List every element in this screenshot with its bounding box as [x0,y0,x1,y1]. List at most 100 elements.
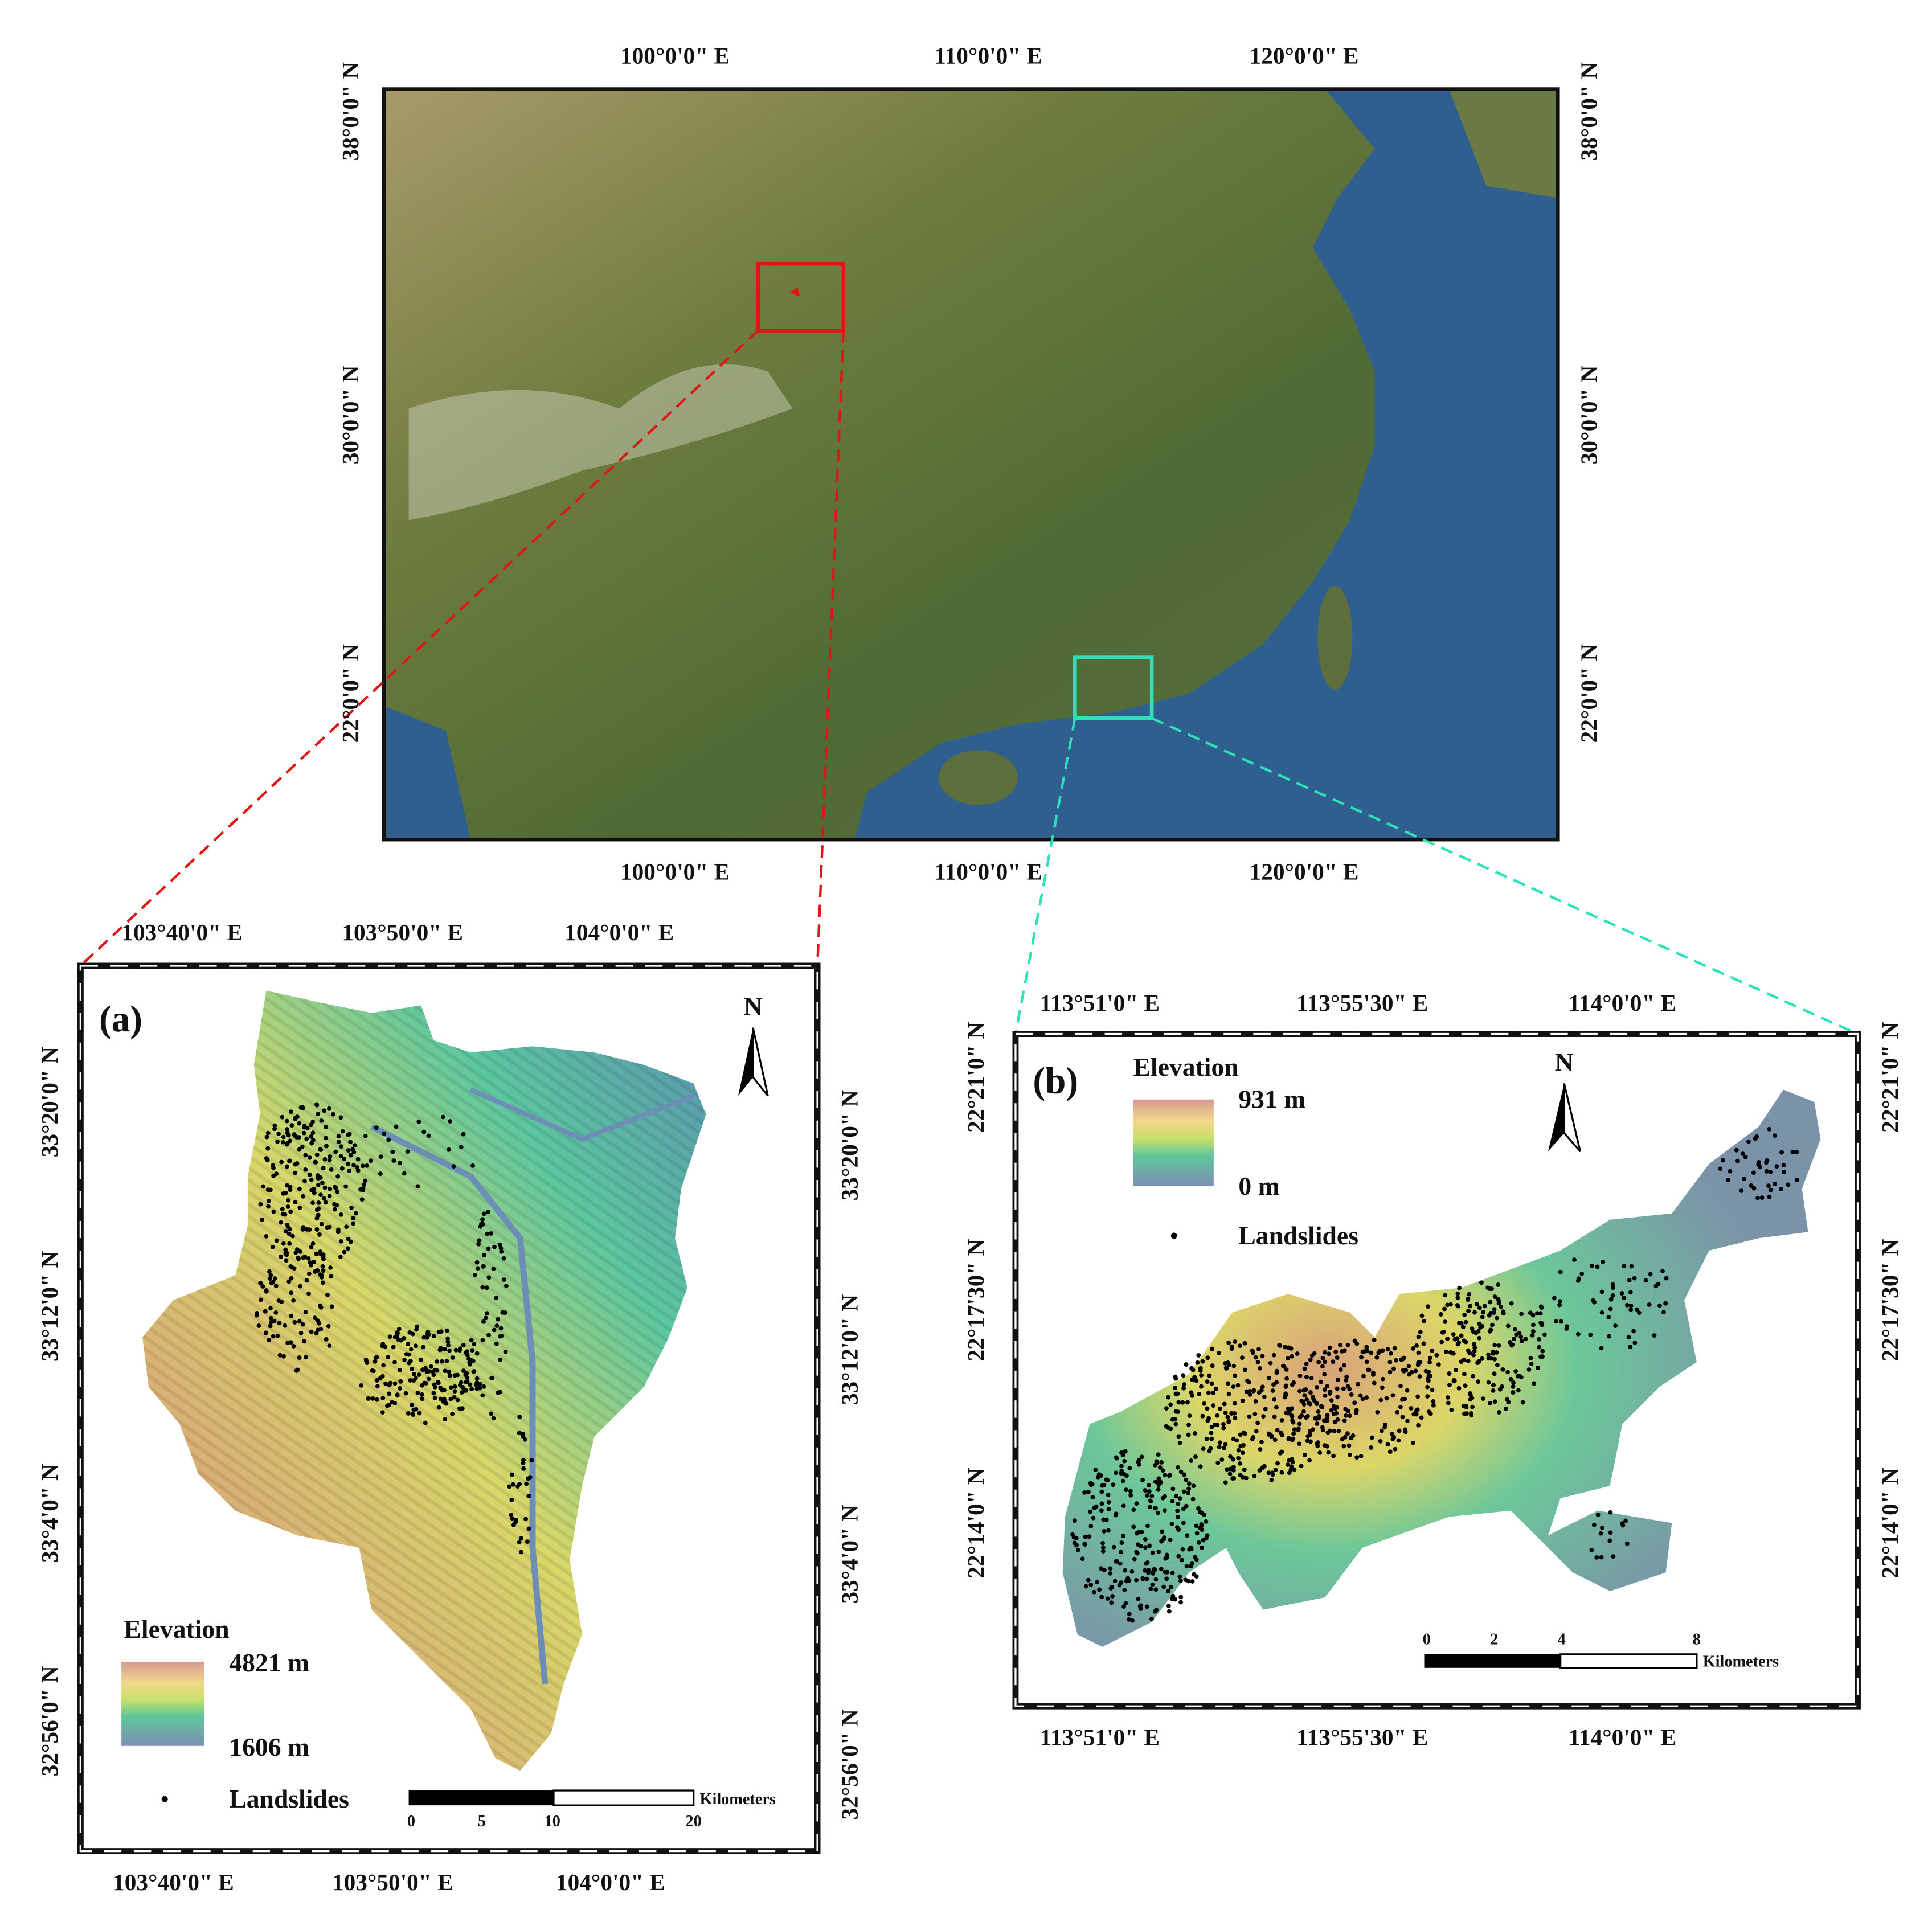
landslide [1459,1321,1464,1326]
landslide [1177,1574,1182,1579]
landslide [484,1285,489,1290]
landslide [1472,1349,1477,1354]
landslide [1185,1533,1190,1538]
landslide [1477,1335,1482,1341]
landslide [1364,1395,1369,1400]
landslide [1478,1325,1483,1330]
landslide [320,1181,325,1186]
landslide [1466,1358,1471,1363]
landslide [459,1380,464,1385]
landslide [369,1158,373,1163]
landslide [362,1178,367,1183]
landslide [1184,1503,1189,1509]
landslide [410,1331,415,1337]
landslide [450,1355,455,1360]
landslide [1200,1413,1205,1419]
landslide [297,1186,302,1191]
landslide [1342,1418,1347,1423]
landslide [1302,1393,1307,1398]
landslide [420,1383,425,1388]
landslide [1278,1430,1283,1435]
scale-unit: Kilometers [1703,1653,1779,1671]
landslide [1325,1384,1330,1389]
landslide [450,1411,455,1416]
landslide [280,1114,285,1120]
landslide [258,1202,263,1207]
landslide [1168,1473,1172,1478]
landslide [1166,1589,1171,1594]
landslide [1327,1351,1331,1356]
landslide [1109,1600,1114,1605]
landslide [1143,1488,1148,1493]
landslide [1759,1195,1765,1200]
landslide [411,1378,416,1383]
legend-min: 0 m [1238,1171,1279,1200]
landslide [1233,1373,1238,1378]
landslide [1186,1490,1191,1495]
landslide [387,1391,392,1396]
landslide [365,1163,370,1168]
landslide [1233,1339,1238,1344]
landslide [392,1381,398,1386]
landslide [1624,1541,1630,1546]
landslide [439,1359,444,1364]
landslide [1415,1394,1421,1399]
landslide [499,1249,504,1254]
landslide [1174,1525,1180,1530]
landslide [1459,1333,1464,1338]
landslide [1323,1350,1328,1355]
landslide [1463,1319,1468,1325]
lat-label: 22°0'0" N [337,644,363,743]
landslide [329,1304,334,1309]
landslide [410,1412,415,1417]
landslide [1238,1461,1242,1466]
landslide [1127,1612,1132,1617]
landslide [274,1171,279,1176]
landslide [1321,1418,1327,1423]
landslide [491,1416,496,1421]
landslide [427,1368,432,1374]
landslide [350,1147,355,1152]
landslide [1595,1513,1601,1517]
landslide [1768,1170,1773,1174]
landslide-points [1070,1126,1800,1623]
landslide [402,1358,407,1363]
landslide [374,1397,379,1402]
landslide [1127,1617,1131,1622]
landslide [1774,1164,1779,1169]
landslide [1526,1367,1532,1372]
landslide [374,1378,379,1383]
landslide [414,1327,419,1332]
landslide [1174,1494,1179,1499]
landslide [1111,1482,1116,1487]
landslide [1594,1555,1599,1560]
landslide [1082,1490,1087,1495]
landslide [1794,1149,1799,1154]
landslide [266,1204,271,1209]
landslide [1369,1435,1374,1440]
landslide [292,1320,297,1325]
landslide [1345,1431,1350,1436]
landslide [1311,1397,1316,1402]
landslide [1131,1507,1136,1513]
landslide [353,1143,357,1148]
landslide [1372,1338,1377,1342]
landslide [525,1539,530,1544]
landslide [327,1224,332,1230]
landslide [279,1254,283,1259]
landslide [1528,1356,1533,1360]
landslide [302,1255,308,1259]
landslide [1244,1389,1249,1394]
landslide [420,1392,424,1397]
landslide [1340,1349,1345,1354]
landslide [1297,1441,1302,1446]
landslide [1508,1376,1513,1382]
landslide [1198,1526,1203,1531]
landslide [1254,1429,1259,1434]
landslide [431,1334,436,1339]
landslide [1290,1354,1294,1359]
landslide [406,1352,411,1357]
landslide [312,1190,317,1195]
landslide [496,1317,501,1322]
landslide [1378,1349,1382,1353]
